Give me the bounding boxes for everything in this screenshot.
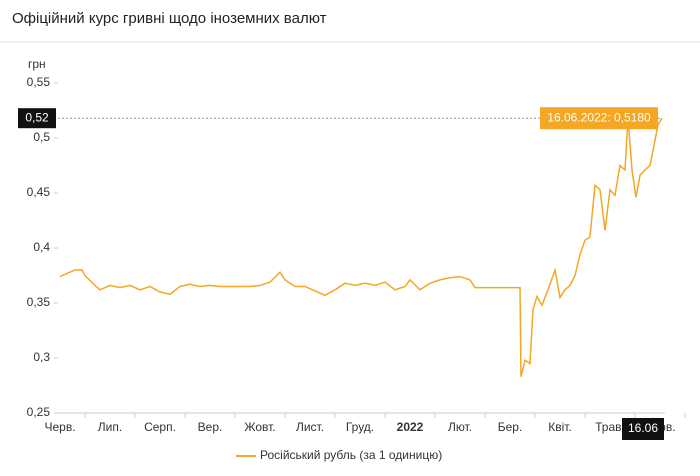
x-tick-label: Черв. — [44, 420, 75, 434]
x-tick-label: Бер. — [498, 420, 523, 434]
crosshair-x-box — [622, 418, 664, 440]
x-tick-label: Лип. — [98, 420, 122, 434]
x-tick-label: Груд. — [346, 420, 374, 434]
crosshair-y-label: 0,52 — [25, 110, 49, 124]
y-tick-label: 0,4 — [33, 240, 50, 254]
tooltip: 16.06.2022: 0,5180 — [547, 110, 651, 124]
x-tick-label: Лют. — [448, 420, 472, 434]
legend-label: Російський рубль (за 1 одиницю) — [260, 448, 442, 462]
y-tick-label: 0,5 — [33, 130, 50, 144]
crosshair-y-box — [18, 108, 56, 129]
x-tick-label: Квіт. — [548, 420, 572, 434]
y-tick-label: 0,55 — [27, 75, 51, 89]
crosshair-x-label: 16.06 — [628, 421, 658, 435]
x-tick-label: Вер. — [198, 420, 223, 434]
chart-title: Офіційний курс гривні щодо іноземних вал… — [12, 10, 327, 27]
y-tick-label: 0,35 — [27, 295, 51, 309]
x-tick-label: Лист. — [296, 420, 324, 434]
tooltip-box — [540, 107, 658, 130]
y-unit: грн — [28, 57, 46, 71]
y-tick-label: 0,25 — [27, 405, 51, 419]
y-tick-label: 0,45 — [27, 185, 51, 199]
series-line — [59, 117, 663, 377]
x-tick-label: Серп. — [144, 420, 176, 434]
y-tick-label: 0,3 — [33, 350, 50, 364]
x-tick-label: 2022 — [397, 420, 424, 434]
x-tick-label: Жовт. — [244, 420, 275, 434]
x-tick-label: Трав. — [595, 420, 625, 434]
